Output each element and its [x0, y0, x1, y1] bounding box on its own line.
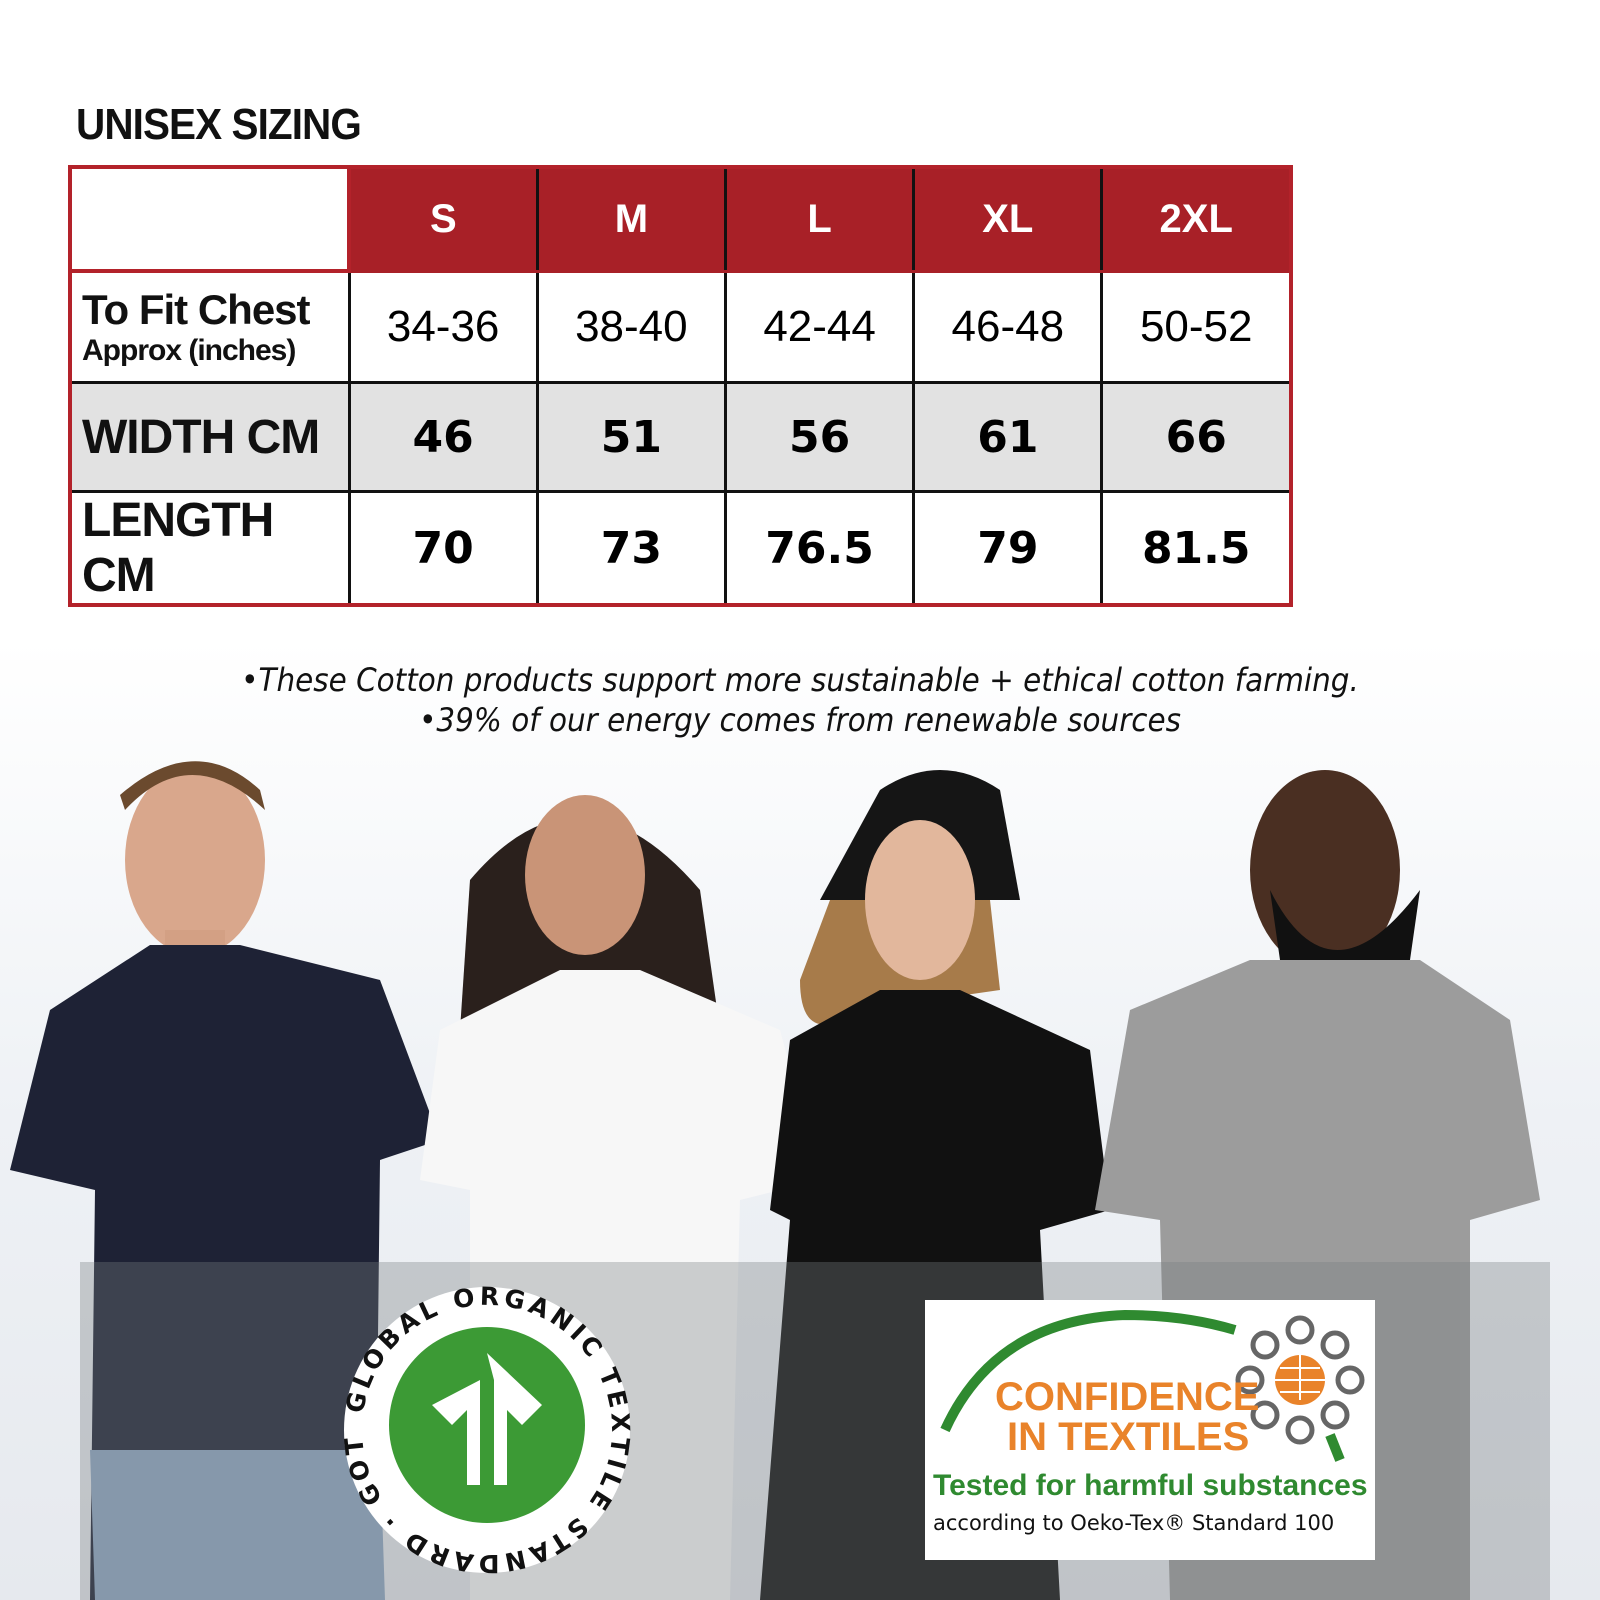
cell: 46 — [347, 381, 539, 493]
cell: 66 — [1100, 381, 1293, 493]
cell: 79 — [912, 490, 1104, 607]
cell: 56 — [723, 381, 916, 493]
size-chart-table: S M L XL 2XL To Fit Chest Approx (inches… — [68, 165, 1293, 607]
model-navy-tshirt — [10, 761, 440, 1600]
oeko-tagline: Tested for harmful substances — [933, 1469, 1368, 1502]
oeko-sub: according to Oeko-Tex® Standard 100 — [933, 1511, 1334, 1535]
sustainability-notes: •These Cotton products support more sust… — [0, 660, 1600, 740]
row-label: LENGTH CM — [68, 490, 351, 607]
cell: 70 — [347, 490, 539, 607]
blank-header-cell — [68, 165, 351, 273]
page-title: UNISEX SIZING — [76, 100, 362, 149]
note: •39% of our energy comes from renewable … — [419, 701, 1181, 739]
oeko-tex-logo: CONFIDENCE IN TEXTILES Tested for harmfu… — [925, 1300, 1375, 1560]
cell: 76.5 — [723, 490, 916, 607]
cell: 46-48 — [912, 269, 1104, 384]
table-row-length: LENGTH CM 70 73 76.5 79 81.5 — [68, 490, 1293, 607]
size-header: L — [723, 165, 916, 273]
row-label-line2: Approx (inches) — [82, 334, 296, 367]
cell: 81.5 — [1100, 490, 1293, 607]
row-label: WIDTH CM — [68, 381, 351, 493]
cell: 73 — [535, 490, 727, 607]
size-header: M — [535, 165, 727, 273]
size-header: XL — [912, 165, 1104, 273]
size-header-row: S M L XL 2XL — [68, 165, 1293, 273]
oeko-line1: CONFIDENCE — [995, 1375, 1259, 1419]
row-label: To Fit Chest Approx (inches) — [68, 269, 351, 384]
cell: 51 — [535, 381, 727, 493]
models-photo — [10, 761, 1540, 1600]
oeko-line2: IN TEXTILES — [1007, 1415, 1249, 1459]
cell: 42-44 — [723, 269, 916, 384]
cell: 34-36 — [347, 269, 539, 384]
row-label-line1: To Fit Chest — [82, 286, 311, 333]
gots-logo: GLOBAL ORGANIC TEXTILE STANDARD · GOTS · — [342, 1285, 631, 1575]
table-row-width: WIDTH CM 46 51 56 61 66 — [68, 381, 1293, 493]
cell: 38-40 — [535, 269, 727, 384]
table-row-chest: To Fit Chest Approx (inches) 34-36 38-40… — [68, 269, 1293, 384]
cell: 50-52 — [1100, 269, 1293, 384]
globe-flower-icon — [1235, 1315, 1365, 1445]
size-header: S — [347, 165, 539, 273]
note: •These Cotton products support more sust… — [241, 661, 1359, 699]
size-header: 2XL — [1100, 165, 1293, 273]
cell: 61 — [912, 381, 1104, 493]
